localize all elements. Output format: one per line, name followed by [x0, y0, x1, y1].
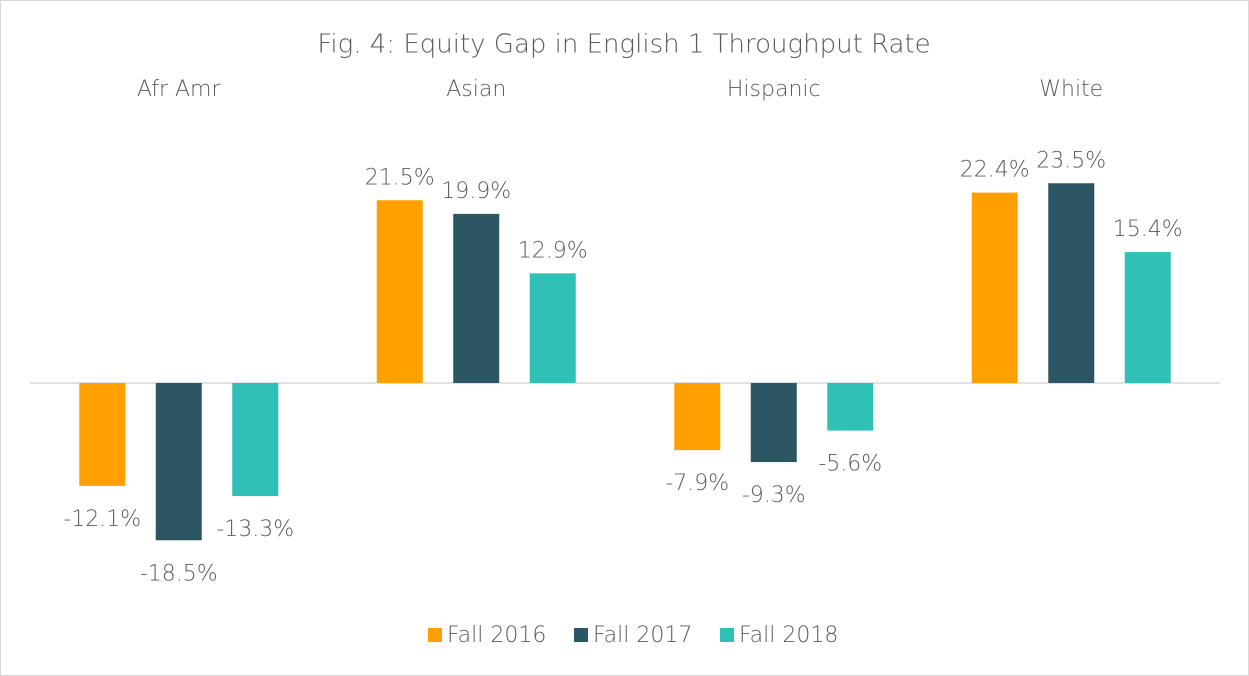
data-label: -5.6% [818, 452, 882, 477]
bar [674, 383, 721, 451]
bar [750, 383, 797, 463]
data-label: -18.5% [140, 561, 218, 586]
data-label: 21.5% [365, 165, 435, 190]
data-label: -12.1% [63, 507, 141, 532]
category-label: White [1039, 77, 1103, 102]
bar [971, 192, 1018, 383]
bar [376, 200, 423, 383]
data-label: -9.3% [742, 483, 806, 508]
bar [1048, 183, 1095, 383]
chart-title: Fig. 4: Equity Gap in English 1 Throughp… [317, 30, 930, 60]
data-label: 19.9% [441, 179, 511, 204]
legend-swatch [574, 628, 588, 642]
legend-label: Fall 2016 [447, 623, 546, 648]
data-label: 23.5% [1036, 148, 1106, 173]
data-label: 22.4% [960, 158, 1030, 183]
bar [232, 383, 279, 497]
data-label: -7.9% [665, 471, 729, 496]
category-label: Hispanic [727, 77, 821, 102]
bar [827, 383, 874, 431]
category-label: Asian [446, 77, 506, 102]
legend-label: Fall 2017 [593, 623, 692, 648]
legend-label: Fall 2018 [739, 623, 838, 648]
data-label: 12.9% [518, 238, 588, 263]
bar [155, 383, 202, 541]
bar [529, 273, 576, 383]
bar [1124, 252, 1171, 383]
category-label: Afr Amr [137, 77, 222, 102]
data-label: -13.3% [216, 517, 294, 542]
bar [79, 383, 126, 486]
data-label: 15.4% [1113, 217, 1183, 242]
bar [453, 213, 500, 383]
legend-swatch [428, 628, 442, 642]
legend-swatch [720, 628, 734, 642]
